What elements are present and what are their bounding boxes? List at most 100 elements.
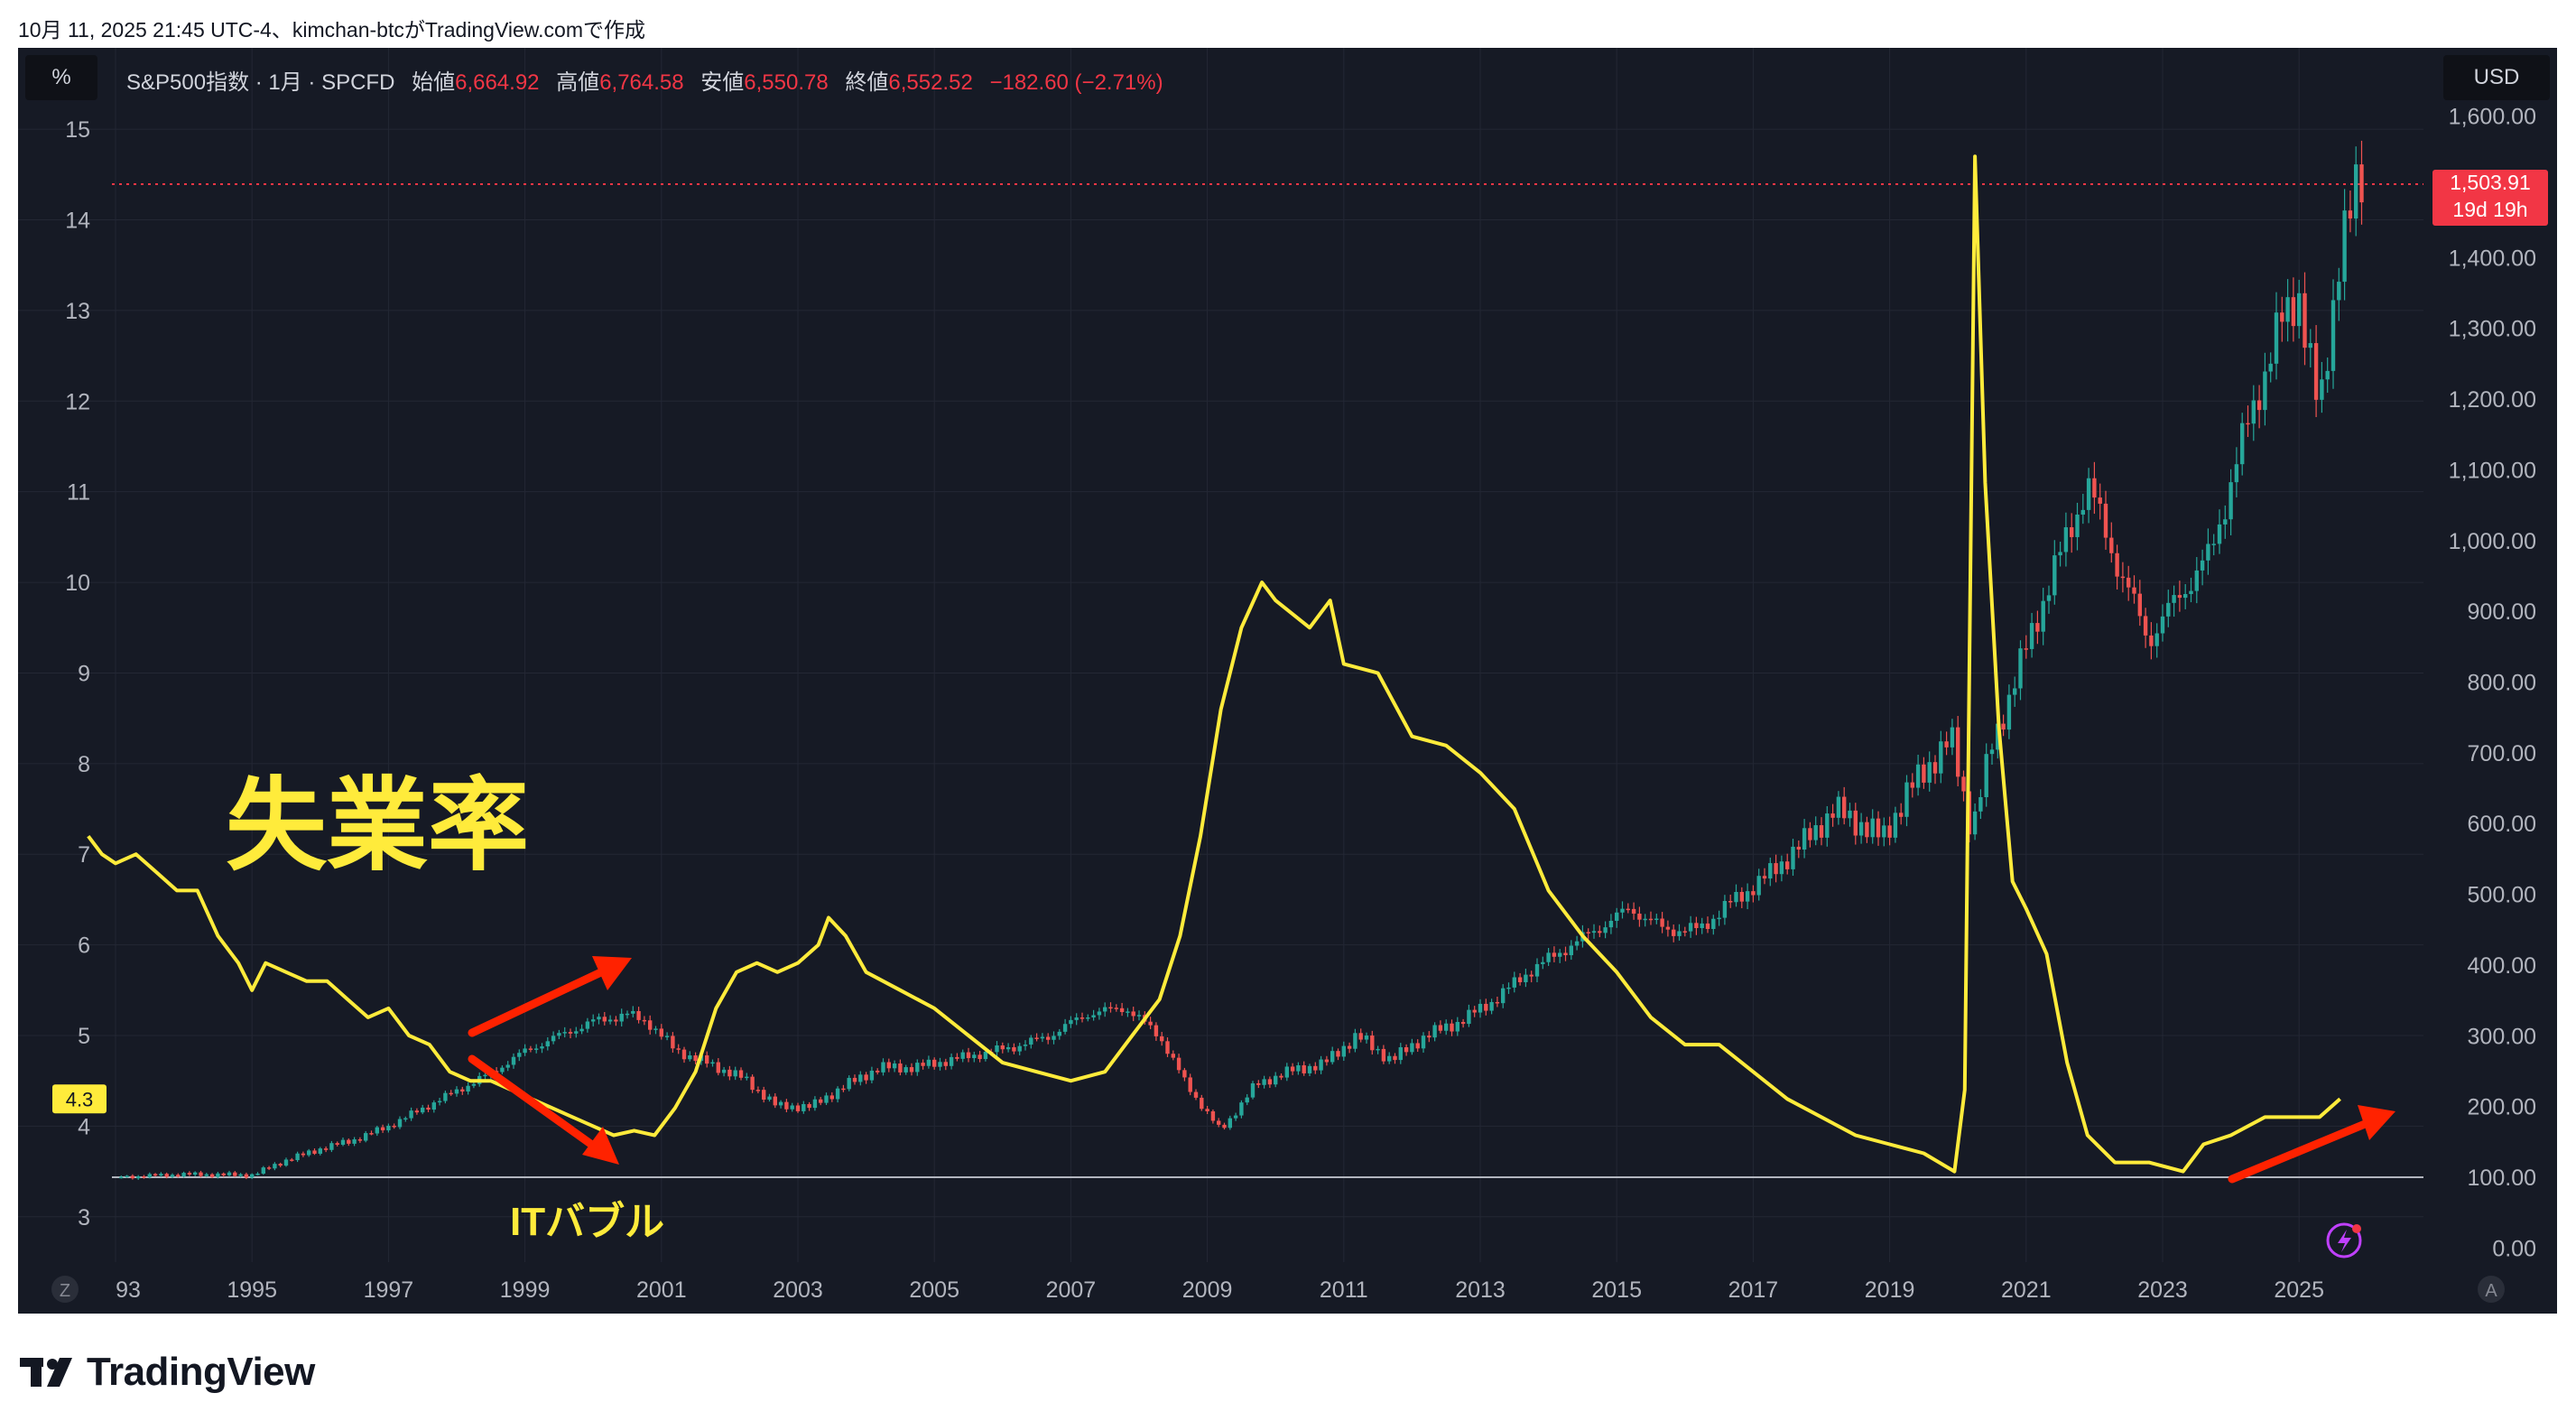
candle-body bbox=[1978, 797, 1983, 812]
candle-body bbox=[1848, 810, 1852, 819]
candle-body bbox=[1552, 952, 1557, 957]
candle-body bbox=[1768, 863, 1773, 879]
candle-body bbox=[1825, 813, 1830, 838]
candle-body bbox=[1182, 1070, 1187, 1078]
corner-a[interactable]: A bbox=[2478, 1276, 2505, 1303]
candle-body bbox=[614, 1019, 618, 1022]
currency-button[interactable]: USD bbox=[2443, 55, 2550, 100]
candle-body bbox=[1387, 1055, 1392, 1062]
candle-body bbox=[1569, 945, 1573, 956]
candle-body bbox=[1722, 901, 1728, 918]
candle-body bbox=[738, 1070, 744, 1078]
candle-body bbox=[2291, 297, 2296, 327]
percent-scale-button[interactable]: % bbox=[25, 55, 97, 100]
left-tick-label: 13 bbox=[65, 299, 90, 324]
corner-z[interactable]: Z bbox=[51, 1276, 79, 1303]
candle-body bbox=[255, 1174, 260, 1175]
chart-svg[interactable]: 3 4 5 6 7 8 9 10 11 12 13 14 15 0.00 100.00 200.00 300.… bbox=[18, 48, 2557, 1314]
candle-body bbox=[1728, 901, 1733, 903]
candle-body bbox=[2183, 594, 2188, 599]
lightning-icon[interactable] bbox=[2326, 1222, 2362, 1258]
candle-body bbox=[1808, 828, 1812, 841]
candle-body bbox=[1432, 1025, 1437, 1038]
candle-body bbox=[1932, 762, 1938, 774]
candle-body bbox=[466, 1085, 470, 1092]
candle-body bbox=[1489, 1001, 1494, 1011]
candle-body bbox=[1171, 1054, 1175, 1058]
candle-body bbox=[386, 1125, 391, 1131]
candle-body bbox=[2308, 343, 2312, 348]
candle-body bbox=[1165, 1041, 1170, 1054]
candle-body bbox=[471, 1083, 477, 1086]
candle-body bbox=[1040, 1036, 1045, 1039]
candle-body bbox=[745, 1076, 749, 1079]
candle-body bbox=[1319, 1059, 1323, 1071]
candle-body bbox=[1324, 1059, 1330, 1063]
candle-body bbox=[932, 1059, 937, 1067]
candle-body bbox=[1455, 1021, 1459, 1032]
candle-body bbox=[2246, 423, 2250, 425]
candle-body bbox=[915, 1063, 920, 1073]
candle-body bbox=[1717, 917, 1721, 920]
candle-body bbox=[1398, 1047, 1403, 1061]
candle-body bbox=[1501, 988, 1506, 1004]
candle-body bbox=[2337, 282, 2341, 301]
candle-body bbox=[693, 1055, 698, 1062]
candle-body bbox=[1853, 810, 1858, 836]
candle-body bbox=[960, 1052, 965, 1059]
right-tick-label: 0.00 bbox=[2492, 1236, 2536, 1261]
candle-body bbox=[1836, 796, 1841, 818]
candle-body bbox=[147, 1174, 152, 1178]
candle-body bbox=[1813, 825, 1818, 841]
tradingview-logo[interactable]: TradingView bbox=[20, 1350, 315, 1395]
candle-body bbox=[1631, 908, 1636, 915]
candle-body bbox=[2013, 688, 2017, 695]
candle-body bbox=[181, 1173, 186, 1177]
candle-body bbox=[1427, 1036, 1432, 1038]
candle-body bbox=[1336, 1051, 1340, 1057]
price-badge: 1,503.91 19d 19h bbox=[2432, 169, 2548, 226]
candle-body bbox=[1052, 1036, 1056, 1040]
candle-body bbox=[1347, 1045, 1352, 1049]
candle-body bbox=[2143, 616, 2148, 636]
candle-body bbox=[528, 1048, 533, 1050]
candle-body bbox=[1603, 927, 1608, 933]
candle-body bbox=[125, 1175, 129, 1177]
candle-body bbox=[1615, 912, 1619, 921]
time-tick-label: 1995 bbox=[227, 1277, 277, 1303]
candle-body bbox=[1774, 863, 1778, 875]
candle-body bbox=[835, 1088, 840, 1100]
candle-body bbox=[2058, 552, 2062, 556]
symbol-title[interactable]: S&P500指数 · 1月 · SPCFD bbox=[126, 70, 395, 95]
candle-body bbox=[2075, 514, 2080, 537]
candle-body bbox=[2206, 543, 2210, 561]
candle-body bbox=[295, 1153, 300, 1161]
candle-body bbox=[170, 1175, 175, 1177]
chart-area[interactable]: 3 4 5 6 7 8 9 10 11 12 13 14 15 0.00 100.00 200.00 300.… bbox=[18, 48, 2557, 1314]
time-tick-label: 2001 bbox=[636, 1277, 687, 1303]
right-tick-label: 1,000.00 bbox=[2449, 529, 2536, 554]
candle-body bbox=[1415, 1043, 1420, 1049]
candle-body bbox=[2120, 576, 2126, 579]
candle-body bbox=[1450, 1023, 1454, 1032]
candle-body bbox=[1279, 1075, 1283, 1078]
candle-body bbox=[2354, 164, 2358, 219]
grid-lines bbox=[18, 48, 2423, 1262]
high-value: 6,764.58 bbox=[599, 70, 684, 95]
candle-body bbox=[1017, 1045, 1022, 1052]
candle-body bbox=[2149, 635, 2154, 646]
candle-body bbox=[847, 1077, 851, 1090]
left-tick-label: 6 bbox=[78, 933, 90, 959]
candle-body bbox=[2046, 595, 2052, 601]
candle-body bbox=[607, 1019, 613, 1022]
candle-body bbox=[1080, 1017, 1085, 1019]
candle-body bbox=[949, 1056, 954, 1066]
candle-body bbox=[2234, 464, 2239, 483]
right-tick-label: 500.00 bbox=[2468, 883, 2536, 908]
candle-body bbox=[716, 1062, 720, 1073]
candle-body bbox=[1381, 1048, 1386, 1062]
candle-body bbox=[1950, 727, 1955, 748]
candle-body bbox=[1302, 1065, 1306, 1073]
candle-body bbox=[1672, 929, 1676, 936]
candle-body bbox=[721, 1069, 727, 1073]
